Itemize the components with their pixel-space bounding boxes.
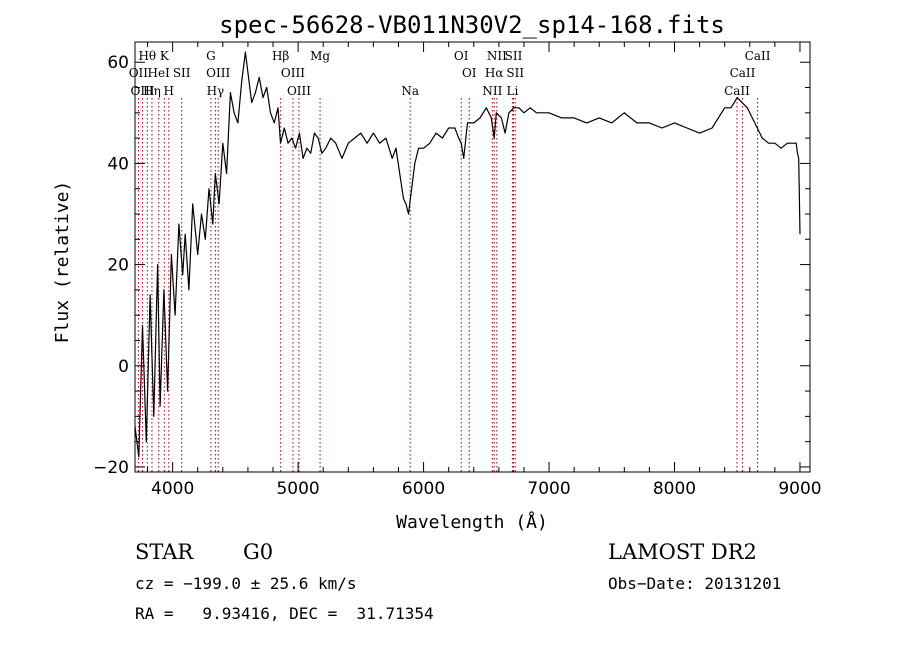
line-marker-label: NII: [482, 84, 502, 98]
line-marker-label: OIII: [206, 66, 230, 80]
line-marker-label: SII: [505, 49, 523, 63]
line-marker-label: SII: [506, 66, 524, 80]
line-marker-label: Hα: [485, 66, 504, 80]
line-marker-label: Hγ: [207, 84, 225, 98]
x-tick-label: 6000: [402, 479, 445, 499]
line-marker-label: HeI: [148, 66, 171, 80]
line-marker-label: K: [160, 49, 170, 63]
line-marker-label: Mg: [310, 49, 330, 63]
x-tick-label: 7000: [527, 479, 570, 499]
chart-title: spec-56628-VB011N30V2_sp14-168.fits: [219, 11, 725, 39]
line-marker-label: OIII: [281, 66, 305, 80]
y-tick-label: 60: [107, 53, 129, 73]
y-tick-label: 0: [118, 357, 129, 377]
object-subclass: G0: [243, 540, 274, 564]
x-tick-label: 5000: [276, 479, 319, 499]
y-tick-label: −20: [93, 458, 129, 478]
x-tick-label: 8000: [653, 479, 696, 499]
line-marker-label: Na: [401, 84, 419, 98]
survey-name: LAMOST DR2: [608, 540, 757, 564]
line-marker-label: CaII: [745, 49, 771, 63]
x-axis-label: Wavelength (Å): [396, 511, 548, 533]
line-marker-label: H: [164, 84, 174, 98]
y-tick-label: 40: [107, 154, 129, 174]
line-marker-label: NII: [487, 49, 507, 63]
line-marker-label: Hθ: [138, 49, 156, 63]
spectrum-line: [134, 51, 801, 458]
redshift-velocity: cz = −199.0 ± 25.6 km/s: [135, 574, 357, 593]
line-marker-label: Hβ: [272, 49, 289, 63]
line-marker-label: SII: [173, 66, 191, 80]
line-marker-label: Li: [506, 84, 518, 98]
spectrum-chart: spec-56628-VB011N30V2_sp14-168.fits Hθ KO…: [52, 11, 822, 533]
object-class: STAR: [135, 540, 194, 564]
x-tick-label: 9000: [778, 479, 821, 499]
line-marker-label: Hη: [143, 84, 161, 98]
line-marker-label: OII: [129, 66, 149, 80]
x-tick-label: 4000: [151, 479, 194, 499]
observation-date: Obs−Date: 20131201: [608, 574, 782, 593]
sky-coordinates: RA = 9.93416, DEC = 31.71354: [135, 604, 434, 623]
y-tick-label: 20: [107, 256, 129, 276]
line-marker-label: G: [206, 49, 216, 63]
plot-frame: [134, 41, 811, 473]
line-marker-label: OI: [462, 66, 477, 80]
line-marker-label: CaII: [730, 66, 756, 80]
axis-ticks: 4000 5000 6000 7000 8000 9000 −20 0 20 40 60: [93, 42, 822, 499]
line-marker-label: OIII: [287, 84, 311, 98]
line-marker-label: CaII: [724, 84, 750, 98]
y-axis-label: Flux (relative): [52, 181, 73, 344]
line-marker-label: OI: [454, 49, 469, 63]
